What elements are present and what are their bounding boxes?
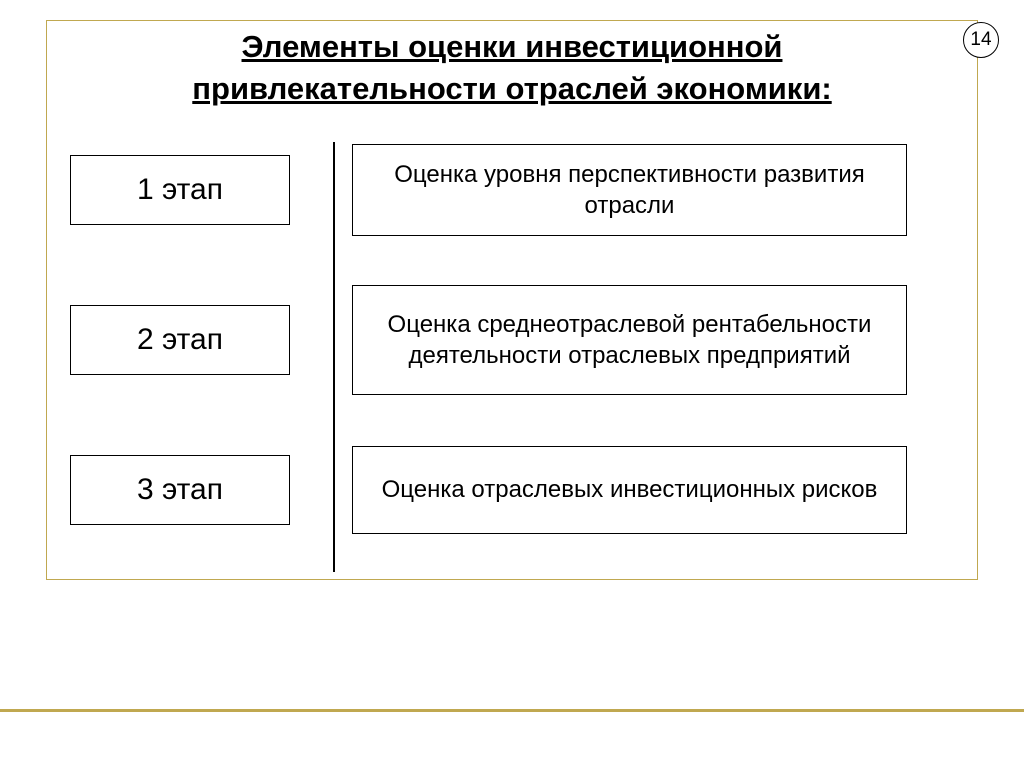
stage-desc-text: Оценка среднеотраслевой рентабельности д… (377, 309, 882, 371)
stage-desc-text: Оценка уровня перспективности развития о… (377, 159, 882, 221)
stage-description-1: Оценка уровня перспективности развития о… (352, 144, 907, 236)
slide-title: Элементы оценки инвестиционной привлекат… (0, 26, 1024, 110)
stage-label-text: 1 этап (137, 173, 223, 207)
stage-label-1: 1 этап (70, 155, 290, 225)
title-line-2: привлекательности отраслей экономики: (192, 71, 831, 106)
stage-label-2: 2 этап (70, 305, 290, 375)
stage-description-3: Оценка отраслевых инвестиционных рисков (352, 446, 907, 534)
stage-label-3: 3 этап (70, 455, 290, 525)
bottom-rule (0, 709, 1024, 712)
stage-description-2: Оценка среднеотраслевой рентабельности д… (352, 285, 907, 395)
stage-label-text: 2 этап (137, 323, 223, 357)
stage-row: 2 этап Оценка среднеотраслевой рентабель… (70, 275, 960, 405)
stage-desc-text: Оценка отраслевых инвестиционных рисков (382, 474, 878, 505)
title-line-1: Элементы оценки инвестиционной (242, 29, 783, 64)
stage-row: 1 этап Оценка уровня перспективности раз… (70, 140, 960, 240)
stages-container: 1 этап Оценка уровня перспективности раз… (70, 140, 960, 570)
stage-row: 3 этап Оценка отраслевых инвестиционных … (70, 440, 960, 540)
stage-label-text: 3 этап (137, 473, 223, 507)
